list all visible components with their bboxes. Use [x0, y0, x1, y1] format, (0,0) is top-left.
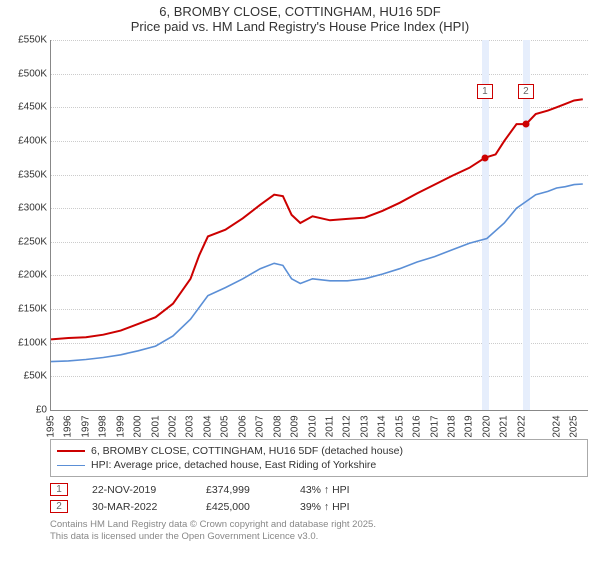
x-axis-tick-label: 2008	[272, 415, 283, 437]
x-axis-tick-label: 2012	[342, 415, 353, 437]
chart-plot-area: £0£50K£100K£150K£200K£250K£300K£350K£400…	[50, 40, 588, 411]
x-axis-tick-label: 2007	[255, 415, 266, 437]
legend-swatch-price-paid	[57, 450, 85, 452]
series-line-price_paid	[51, 99, 583, 339]
y-axis-tick-label: £250K	[1, 236, 47, 247]
sale-date: 22-NOV-2019	[92, 484, 182, 496]
y-axis-tick-label: £450K	[1, 102, 47, 113]
sale-dot	[523, 121, 530, 128]
sale-marker-badge: 2	[50, 500, 68, 513]
chart-title-line2: Price paid vs. HM Land Registry's House …	[0, 19, 600, 34]
x-axis-tick-label: 2018	[447, 415, 458, 437]
sale-date: 30-MAR-2022	[92, 501, 182, 513]
x-axis-tick-label: 2003	[185, 415, 196, 437]
x-axis-tick-label: 2002	[168, 415, 179, 437]
y-axis-tick-label: £50K	[1, 371, 47, 382]
sales-table: 1 22-NOV-2019 £374,999 43% ↑ HPI 2 30-MA…	[50, 481, 588, 515]
sale-marker-badge: 1	[50, 483, 68, 496]
sale-dot	[482, 154, 489, 161]
footer-line1: Contains HM Land Registry data © Crown c…	[50, 519, 588, 531]
x-axis-tick-label: 2016	[412, 415, 423, 437]
x-axis-tick-label: 2009	[290, 415, 301, 437]
x-axis-tick-label: 2024	[551, 415, 562, 437]
y-axis-tick-label: £500K	[1, 68, 47, 79]
sale-change: 39% ↑ HPI	[300, 501, 370, 513]
x-axis-tick-label: 1998	[98, 415, 109, 437]
y-axis-tick-label: £150K	[1, 304, 47, 315]
chart-series-svg	[51, 40, 588, 410]
chart-legend: 6, BROMBY CLOSE, COTTINGHAM, HU16 5DF (d…	[50, 439, 588, 477]
table-row: 2 30-MAR-2022 £425,000 39% ↑ HPI	[50, 498, 588, 515]
x-axis-tick-label: 2011	[324, 416, 335, 438]
x-axis-tick-label: 2005	[220, 415, 231, 437]
x-axis-tick-label: 2004	[202, 415, 213, 437]
sale-price: £425,000	[206, 501, 276, 513]
y-axis-tick-label: £350K	[1, 169, 47, 180]
x-axis-tick-label: 2022	[516, 415, 527, 437]
legend-label-price-paid: 6, BROMBY CLOSE, COTTINGHAM, HU16 5DF (d…	[91, 445, 403, 457]
y-axis-tick-label: £0	[1, 405, 47, 416]
chart-title-line1: 6, BROMBY CLOSE, COTTINGHAM, HU16 5DF	[0, 4, 600, 19]
x-axis-tick-label: 1997	[80, 415, 91, 437]
x-axis-tick-label: 2021	[499, 415, 510, 437]
x-axis-tick-label: 1995	[46, 415, 57, 437]
sale-change: 43% ↑ HPI	[300, 484, 370, 496]
x-axis-tick-label: 2025	[569, 415, 580, 437]
table-row: 1 22-NOV-2019 £374,999 43% ↑ HPI	[50, 481, 588, 498]
legend-row: HPI: Average price, detached house, East…	[57, 458, 581, 472]
legend-label-hpi: HPI: Average price, detached house, East…	[91, 459, 376, 471]
footer-line2: This data is licensed under the Open Gov…	[50, 531, 588, 543]
y-axis-tick-label: £100K	[1, 337, 47, 348]
legend-row: 6, BROMBY CLOSE, COTTINGHAM, HU16 5DF (d…	[57, 444, 581, 458]
x-axis-tick-label: 2014	[377, 415, 388, 437]
y-axis-tick-label: £400K	[1, 135, 47, 146]
x-axis-tick-label: 1996	[63, 415, 74, 437]
legend-swatch-hpi	[57, 465, 85, 466]
x-axis-tick-label: 2013	[359, 415, 370, 437]
x-axis-tick-label: 2020	[481, 415, 492, 437]
footer-attribution: Contains HM Land Registry data © Crown c…	[50, 519, 588, 543]
sale-price: £374,999	[206, 484, 276, 496]
series-line-hpi	[51, 184, 583, 362]
y-axis-tick-label: £300K	[1, 203, 47, 214]
x-axis-tick-label: 2001	[150, 415, 161, 437]
y-axis-tick-label: £200K	[1, 270, 47, 281]
x-axis-tick-label: 1999	[115, 415, 126, 437]
x-axis-tick-label: 2017	[429, 415, 440, 437]
x-axis-tick-label: 2006	[237, 415, 248, 437]
x-axis-tick-label: 2010	[307, 415, 318, 437]
x-axis-tick-label: 2015	[394, 415, 405, 437]
y-axis-tick-label: £550K	[1, 35, 47, 46]
x-axis-tick-label: 2000	[133, 415, 144, 437]
x-axis-tick-label: 2019	[464, 415, 475, 437]
